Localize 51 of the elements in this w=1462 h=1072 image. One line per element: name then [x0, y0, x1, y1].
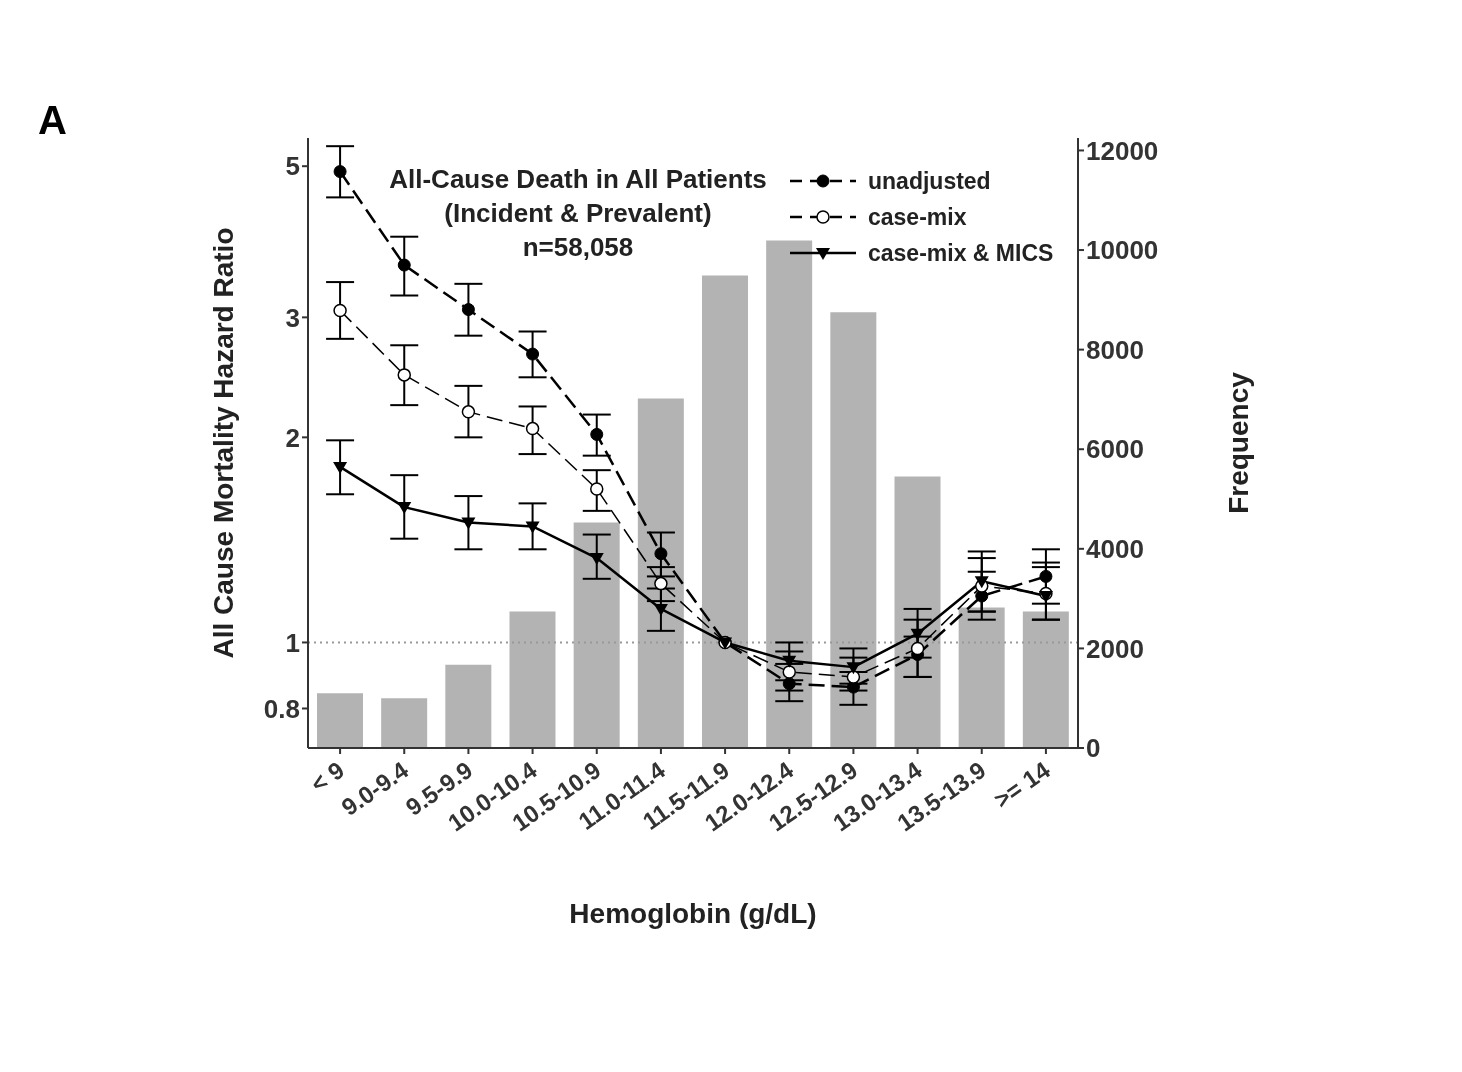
y-tick-label: 2	[285, 422, 300, 453]
point	[397, 368, 411, 382]
point	[782, 655, 797, 668]
point	[654, 576, 668, 591]
point	[653, 603, 668, 616]
point	[461, 517, 476, 530]
legend-label: case-mix	[868, 203, 967, 231]
point	[1039, 569, 1053, 583]
y2-tick-label: 0	[1086, 733, 1101, 764]
point	[589, 553, 604, 566]
point	[974, 576, 989, 589]
y-tick-label: 0.8	[263, 693, 300, 724]
point	[333, 303, 347, 318]
point	[461, 405, 476, 419]
text: n=58,058	[521, 230, 635, 264]
point	[782, 665, 796, 679]
point	[333, 165, 347, 179]
point	[846, 670, 861, 684]
point	[1038, 591, 1053, 603]
point	[590, 427, 604, 441]
legend-label: case-mix & MICS	[868, 239, 1054, 267]
point	[525, 521, 540, 534]
y2-tick-label: 4000	[1086, 534, 1144, 565]
legend-label: unadjusted	[868, 167, 991, 195]
y-tick-label: 5	[285, 151, 300, 182]
point	[590, 482, 604, 496]
text: A	[38, 98, 67, 143]
point	[654, 547, 668, 561]
point	[526, 347, 540, 361]
point	[333, 461, 348, 474]
text: All-Cause Death in All Patients (Incident & Prevalent)	[388, 163, 768, 230]
x-tick-label: >= 14	[989, 755, 1056, 814]
y2-tick-label: 6000	[1086, 434, 1144, 465]
x-axis-title: Hemoglobin (g/dL)	[569, 898, 817, 929]
x-tick-label: < 9	[305, 755, 349, 798]
point	[397, 258, 411, 272]
point	[461, 303, 475, 317]
point	[846, 662, 861, 675]
point	[782, 677, 796, 691]
point	[910, 628, 925, 641]
y-tick-label: 1	[285, 627, 300, 658]
y2-tick-label: 12000	[1086, 135, 1159, 166]
y2-tick-label: 8000	[1086, 334, 1144, 365]
point	[910, 641, 925, 656]
y2-tick-label: 2000	[1086, 633, 1144, 664]
point	[525, 421, 540, 436]
y-axis-title: All Cause Mortality Hazard Ratio	[207, 227, 239, 659]
y-tick-label: 3	[285, 302, 300, 333]
y2-tick-label: 10000	[1086, 235, 1159, 266]
y2-axis-title: Frequency	[1222, 371, 1254, 514]
point	[397, 502, 412, 515]
